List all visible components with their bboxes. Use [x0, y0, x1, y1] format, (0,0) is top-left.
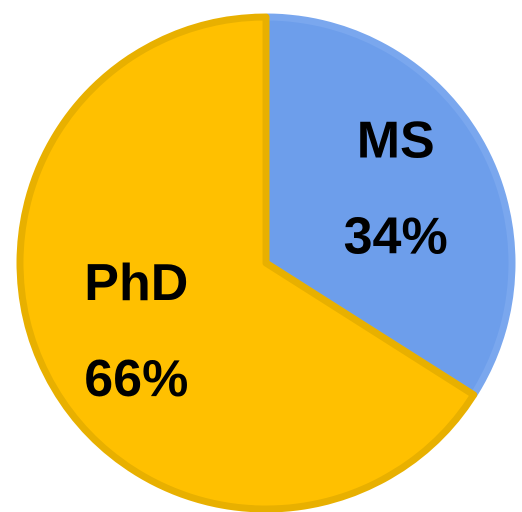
slice-value-label: 34%	[344, 207, 448, 265]
slice-name: MS	[357, 111, 435, 169]
slice-value-label: 66%	[84, 350, 188, 408]
pie-slice	[16, 13, 478, 512]
slice-name: PhD	[84, 254, 188, 312]
